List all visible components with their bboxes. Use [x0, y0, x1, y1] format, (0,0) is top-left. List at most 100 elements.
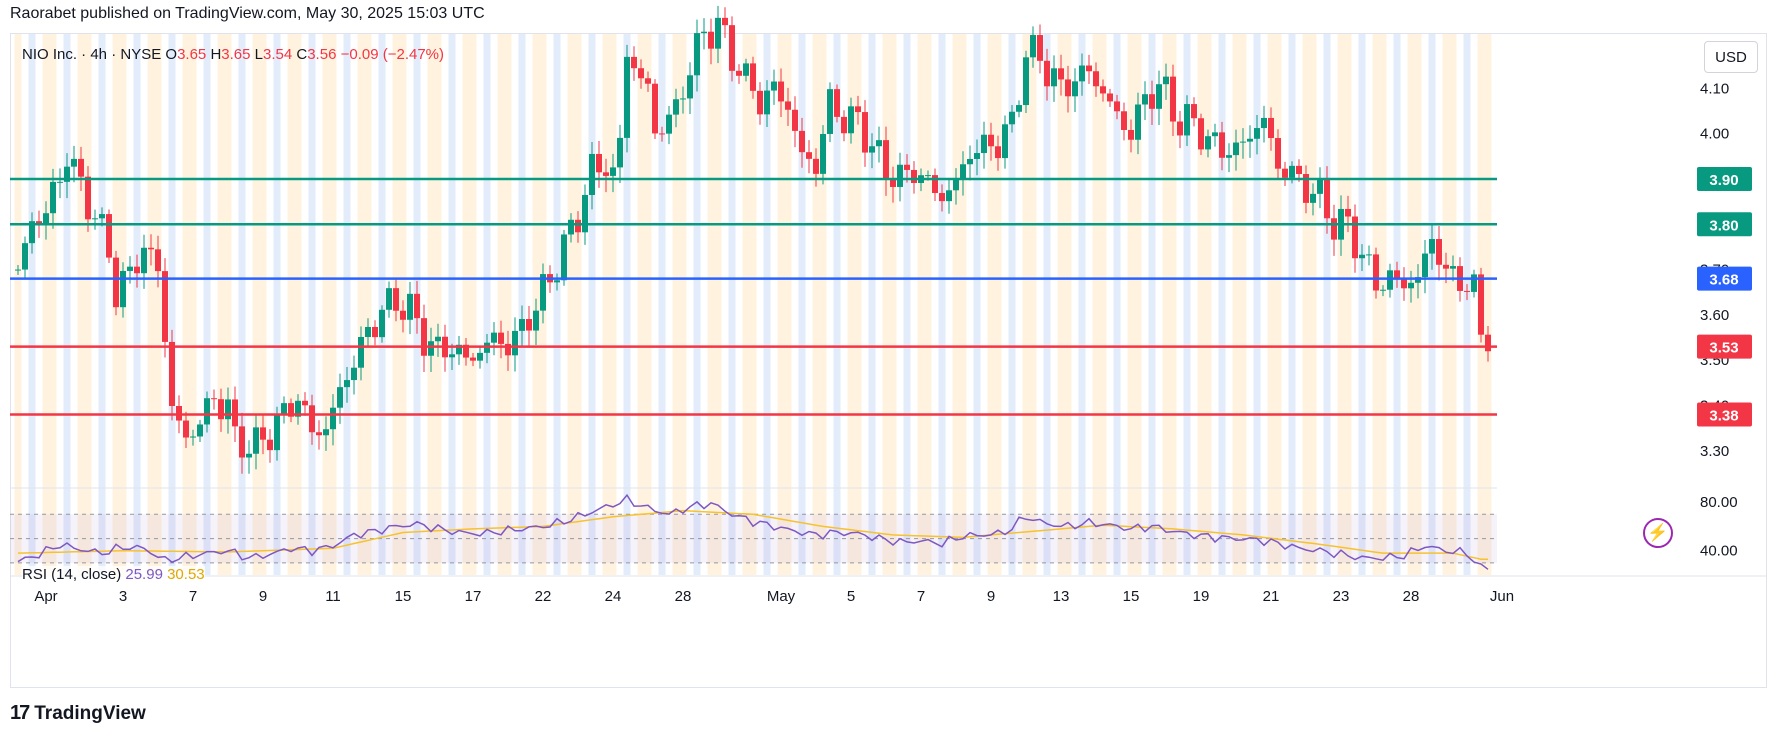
session-stripe [567, 34, 575, 575]
candle-up [1415, 277, 1421, 283]
session-stripe [28, 34, 36, 575]
low-value: 3.54 [263, 46, 293, 63]
candle-up [1009, 111, 1015, 125]
candle-up [204, 398, 210, 425]
candle-down [1331, 218, 1337, 240]
candle-up [715, 17, 721, 49]
candle-down [1268, 117, 1274, 139]
session-stripe [308, 34, 316, 575]
candle-down [883, 140, 889, 180]
time-tick-label: 28 [675, 588, 692, 605]
candle-down [988, 134, 994, 147]
time-tick-label: Apr [34, 588, 57, 605]
candle-up [561, 234, 567, 281]
candle-down [1401, 277, 1407, 289]
session-stripe [1253, 34, 1261, 575]
candle-up [407, 293, 413, 320]
session-stripe [1008, 34, 1016, 575]
time-tick-label: 28 [1403, 588, 1420, 605]
session-stripe [588, 34, 596, 575]
session-stripe [1323, 34, 1331, 575]
candle-down [1093, 71, 1099, 87]
candle-up [1205, 136, 1211, 150]
candle-up [295, 400, 301, 417]
publisher-line: Raorabet published on TradingView.com, M… [10, 5, 485, 22]
candle-down [1303, 174, 1309, 203]
session-stripe [49, 34, 57, 575]
candle-down [414, 293, 420, 319]
candle-up [589, 153, 595, 195]
session-stripe [42, 34, 50, 575]
session-stripe [77, 34, 85, 575]
candle-down [1149, 94, 1155, 109]
session-stripe [609, 34, 617, 575]
session-stripe [1274, 34, 1282, 575]
candle-up [29, 221, 35, 244]
candle-down [1114, 101, 1120, 112]
candle-up [1254, 128, 1260, 139]
session-stripe [224, 34, 232, 575]
session-stripe [1414, 34, 1422, 575]
high-label: H [210, 46, 222, 63]
lightning-icon[interactable]: ⚡ [1643, 518, 1673, 548]
candle-down [85, 176, 91, 220]
candle-down [841, 116, 847, 134]
close-label: C [296, 46, 308, 63]
session-stripe [1183, 34, 1191, 575]
candle-up [848, 106, 854, 134]
candle-up [1002, 124, 1008, 159]
rsi-line [17, 493, 1489, 570]
candle-up [1212, 132, 1218, 137]
level-badge [1697, 266, 1752, 291]
candle-up [141, 247, 147, 274]
session-stripe [847, 34, 855, 575]
time-tick-label: 22 [535, 588, 552, 605]
candle-up [1408, 282, 1414, 289]
open-value: 3.65 [177, 46, 207, 63]
session-stripe [987, 34, 995, 575]
session-stripe [1232, 34, 1240, 575]
candle-down [708, 31, 714, 49]
session-stripe [658, 34, 666, 575]
candle-down [995, 146, 1001, 159]
session-stripe [343, 34, 351, 575]
price-tick-label: 3.60 [1700, 307, 1729, 324]
candle-down [1485, 334, 1491, 352]
session-stripe [238, 34, 246, 575]
candle-up [981, 134, 987, 154]
candle-up [71, 158, 77, 167]
candle-up [1156, 84, 1162, 109]
footer-brand[interactable]: 17 TradingView [10, 702, 146, 725]
session-stripe [1309, 34, 1317, 575]
candle-down [218, 399, 224, 420]
session-stripe [504, 34, 512, 575]
session-stripe [147, 34, 155, 575]
candle-down [78, 158, 84, 177]
level-badge [1697, 166, 1752, 191]
ohlc-legend: NIO Inc. · 4h · NYSE O3.65 H3.65 L3.54 C… [22, 46, 444, 63]
session-stripe [252, 34, 260, 575]
candle-down [603, 172, 609, 176]
session-stripe [203, 34, 211, 575]
candle-up [1317, 179, 1323, 194]
time-tick-label: 23 [1333, 588, 1350, 605]
close-value: 3.56 [307, 46, 337, 63]
candle-down [1464, 290, 1470, 292]
session-stripe [693, 34, 701, 575]
candle-up [120, 270, 126, 308]
session-stripe [973, 34, 981, 575]
session-stripe [959, 34, 967, 575]
candle-up [1387, 270, 1393, 290]
session-stripe [168, 34, 176, 575]
candle-up [190, 436, 196, 438]
candle-down [834, 89, 840, 117]
candle-up [1261, 117, 1267, 129]
session-stripe [287, 34, 295, 575]
currency-selector[interactable]: USD [1704, 41, 1758, 73]
candle-down [1121, 111, 1127, 130]
session-stripe [882, 34, 890, 575]
candle-down [267, 439, 273, 451]
candle-down [134, 266, 140, 274]
session-stripe [812, 34, 820, 575]
